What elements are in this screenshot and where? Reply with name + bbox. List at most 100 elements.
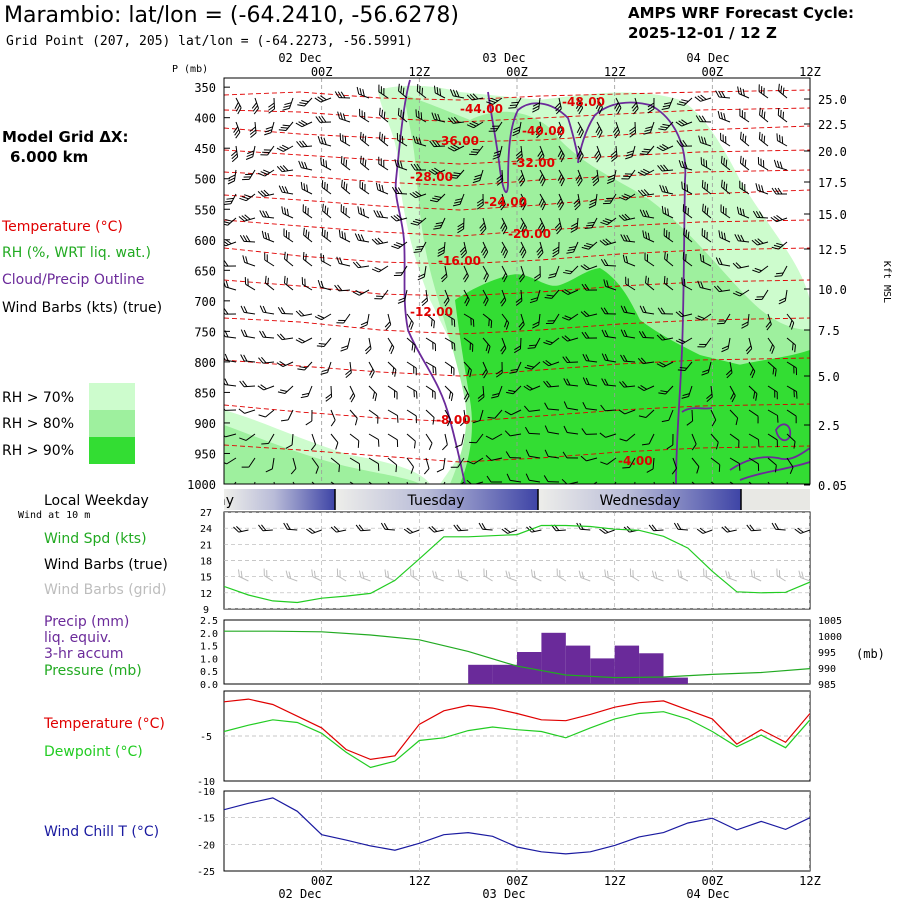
- xs-barb-110: [334, 284, 351, 292]
- xs-barb-48: [261, 433, 275, 445]
- wind-barb-grid-5: [336, 568, 347, 582]
- xs-barb-494: [777, 108, 788, 123]
- xs-barb-144: [374, 289, 389, 300]
- xs-barb-141: [373, 210, 389, 219]
- xs-barb-303: [544, 425, 560, 435]
- xs-barb-210: [459, 241, 467, 259]
- xs-barb-332: [580, 310, 598, 318]
- xs-barb-181: [425, 361, 437, 375]
- xs-barb-451: [717, 313, 731, 325]
- xs-barb-284: [523, 384, 541, 391]
- xs-barb-269: [504, 430, 522, 437]
- xs-barb-161: [397, 289, 408, 304]
- xs-barb-473: [748, 433, 760, 447]
- xs-barb-244: [500, 241, 508, 259]
- precip-ytick-0: 2.5: [200, 616, 218, 627]
- wind-barb-grid-9: [432, 570, 444, 582]
- xs-barb-260: [519, 217, 527, 235]
- xs-barb-73: [302, 204, 313, 219]
- wind-ytick-18: 18: [200, 557, 212, 568]
- xs-barb-160: [393, 265, 408, 277]
- xs-barb-221: [466, 93, 484, 101]
- xs-barb-369: [619, 380, 636, 388]
- weekday-wednesday: Wednesday: [599, 493, 680, 509]
- xs-barb-319: [563, 401, 579, 411]
- xs-barb-205: [447, 116, 465, 124]
- xs-barb-126: [352, 261, 370, 269]
- xs-barb-307: [576, 121, 584, 139]
- xs-barb-395: [659, 184, 674, 195]
- xs-barb-457: [729, 457, 741, 471]
- xs-barb-487: [767, 361, 777, 377]
- height-tick-8: 5.0: [818, 370, 840, 384]
- xs-barb-290: [556, 121, 564, 139]
- xs-barb-465: [734, 234, 750, 243]
- xs-barb-257: [515, 145, 523, 162]
- forecast-cycle-value: 2025-12-01 / 12 Z: [628, 24, 777, 42]
- xs-barb-172: [412, 135, 427, 147]
- pressure-ytick-0: 1005: [818, 616, 842, 627]
- xs-barb-364: [622, 254, 636, 267]
- xs-barb-53: [276, 144, 294, 152]
- xs-barb-234: [472, 409, 484, 424]
- xs-barb-223: [469, 145, 484, 156]
- wind-speed-panel: 9 12 15 18 21 24 27: [200, 508, 811, 616]
- bottom-tick-0: 00Z: [311, 874, 333, 888]
- pressure-axis-label: P (mb): [172, 64, 208, 75]
- xs-barb-426: [695, 115, 712, 123]
- xs-barb-391: [661, 97, 674, 111]
- height-tick-10: 0.05: [818, 479, 847, 493]
- xs-barb-423: [691, 457, 700, 474]
- top-date-04dec: 04 Dec: [686, 51, 729, 65]
- xs-barb-196: [444, 313, 456, 327]
- legend-rh90-swatch: [89, 437, 135, 464]
- xs-barb-445: [720, 155, 731, 171]
- xs-barb-77: [295, 310, 313, 317]
- xs-barb-474: [748, 457, 760, 471]
- xs-barb-24: [242, 255, 256, 267]
- xs-barb-258: [517, 169, 526, 187]
- xs-barb-251: [487, 409, 503, 419]
- xs-barb-275: [538, 169, 546, 187]
- pressure-ytick-2: 995: [818, 648, 836, 659]
- legend-wind-chill: Wind Chill T (°C): [44, 824, 159, 840]
- xs-barb-147: [387, 361, 397, 377]
- xs-barb-152: [387, 481, 396, 484]
- xs-barb-471: [748, 385, 758, 401]
- wind-barb-grid-14: [556, 568, 567, 582]
- temperature-panel: -5 -10: [197, 690, 811, 788]
- xs-barb-3: [227, 169, 237, 185]
- xs-barb-409: [675, 119, 693, 127]
- xs-barb-22: [238, 214, 256, 222]
- pressure-tick-700: 700: [194, 295, 216, 309]
- xs-barb-96: [320, 361, 332, 375]
- xs-barb-342: [610, 145, 618, 162]
- xs-barb-425: [694, 94, 712, 102]
- xs-barb-194: [440, 265, 448, 283]
- xs-barb-345: [600, 217, 617, 226]
- wind-barb-true-11: [478, 522, 493, 531]
- wind-barb-grid-23: [776, 568, 786, 582]
- xs-barb-338: [580, 455, 598, 462]
- precip-bar-4: [565, 645, 591, 684]
- xs-barb-304: [544, 449, 560, 459]
- xs-barb-140: [375, 182, 389, 195]
- model-grid-value: 6.000 km: [10, 148, 88, 166]
- xs-barb-368: [620, 354, 636, 363]
- wind-barb-grid-4: [311, 569, 322, 582]
- bottom-time-ticks: 00Z 12Z 00Z 12Z 00Z 12Z: [311, 874, 821, 888]
- legend-rh80: RH > 80%: [2, 416, 74, 432]
- xs-barb-346: [599, 238, 617, 246]
- xs-barb-120: [359, 108, 370, 123]
- xs-barb-405: [666, 433, 674, 450]
- cloud-outline-mid: [487, 91, 687, 484]
- xs-barb-125: [354, 233, 370, 243]
- xs-barb-16: [228, 481, 237, 484]
- wind-barb-true-10: [453, 524, 469, 532]
- xs-barb-276: [538, 193, 546, 211]
- xs-barb-131: [368, 385, 378, 402]
- xs-barb-206: [447, 144, 465, 152]
- xs-barb-204: [449, 89, 465, 99]
- xs-barb-233: [477, 385, 485, 402]
- isotherm-label-minus8: -8.00: [436, 413, 471, 427]
